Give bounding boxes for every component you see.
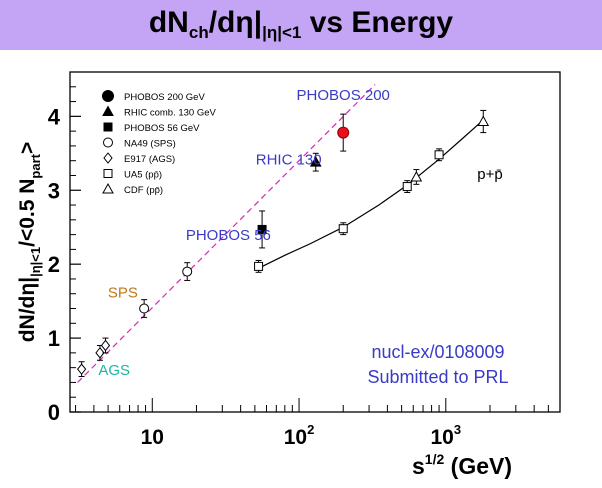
- legend-label: E917 (AGS): [124, 154, 175, 165]
- y-tick-label: 3: [48, 178, 60, 203]
- plot-frame: [69, 71, 561, 413]
- data-point: [434, 150, 444, 160]
- pp-fit-curve: [254, 119, 484, 271]
- x-axis-label: s1/2 (GeV): [412, 451, 512, 479]
- dashed-fit-line: [77, 84, 376, 383]
- y-tick-label: 2: [48, 252, 60, 277]
- annotations: PHOBOS 200 RHIC 130 PHOBOS 56 SPS AGS p+p̄: [98, 87, 502, 379]
- y-tick-label: 0: [48, 400, 60, 425]
- chart-annotation: PHOBOS 200: [297, 87, 390, 104]
- reference-note-line: Submitted to PRL: [367, 367, 508, 387]
- x-tick-label: 10: [141, 426, 164, 449]
- legend-label: UA5 (pp̄): [124, 170, 162, 181]
- data-point: [76, 363, 87, 375]
- legend-label: NA49 (SPS): [124, 139, 176, 150]
- legend-marker: [102, 105, 114, 116]
- y-tick-label: 1: [48, 326, 60, 351]
- fit-lines: [77, 84, 484, 383]
- chart-annotation: RHIC 130: [256, 151, 322, 168]
- chart-annotation: AGS: [98, 362, 130, 379]
- x-tick-label: 103: [431, 422, 462, 449]
- reference-note-line: nucl-ex/0108009: [371, 342, 504, 362]
- data-point: [257, 224, 267, 234]
- legend: PHOBOS 200 GeV RHIC comb. 130 GeV PHOBOS 5…: [102, 90, 217, 196]
- data-point: [139, 303, 150, 314]
- legend-marker: [103, 137, 113, 148]
- legend-label: CDF (pp̄): [124, 185, 163, 196]
- title-bar: dNch/dη||η|<1 vs Energy: [0, 0, 602, 50]
- legend-label: RHIC comb. 130 GeV: [124, 108, 217, 119]
- legend-marker: [103, 152, 113, 164]
- data-point: [410, 170, 423, 182]
- chart-title: dNch/dη||η|<1 vs Energy: [148, 6, 454, 42]
- legend-label: PHOBOS 56 GeV: [124, 123, 200, 134]
- data-point: [338, 224, 348, 234]
- legend-marker: [102, 90, 114, 102]
- y-axis-label: dN/dη||η|<1/<0.5 Npart>: [16, 142, 43, 343]
- data-point: [309, 156, 322, 167]
- chart-annotation: PHOBOS 56: [186, 227, 271, 244]
- chart-annotation: p+p̄: [477, 166, 502, 183]
- legend-label: PHOBOS 200 GeV: [124, 92, 205, 103]
- legend-marker: [103, 122, 113, 132]
- data-point: [95, 347, 105, 359]
- legend-marker: [102, 182, 114, 194]
- y-tick-label: 4: [48, 104, 61, 129]
- data-point: [254, 261, 264, 271]
- chart-annotation: SPS: [108, 284, 138, 301]
- data-point: [477, 115, 490, 127]
- data-point: [402, 182, 412, 192]
- legend-marker: [103, 169, 113, 178]
- data-point: [100, 339, 111, 352]
- reference-note: nucl-ex/0108009 Submitted to PRL: [367, 342, 508, 387]
- data-points: [76, 109, 490, 378]
- axis-ticks: 0 1 2 3 4 10 102 103: [48, 71, 561, 449]
- data-point: [182, 266, 193, 277]
- x-tick-label: 102: [284, 422, 315, 449]
- data-point: [337, 126, 350, 139]
